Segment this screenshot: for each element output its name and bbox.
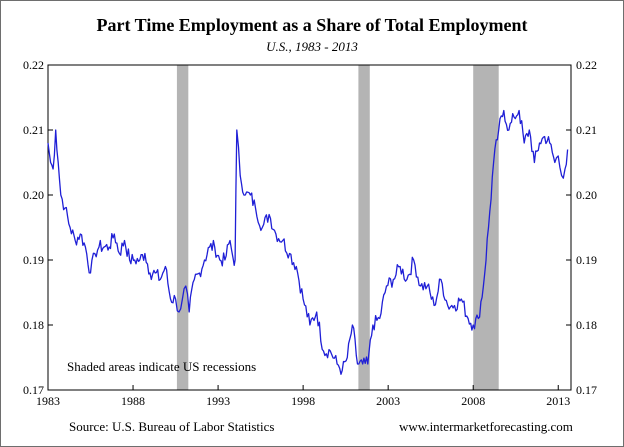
x-tick-label: 1993 [206,394,230,408]
y-tick-label-left: 0.18 [23,318,44,332]
series-line-layer [47,109,569,375]
x-tick-label: 2003 [376,394,400,408]
x-tick-label: 2013 [546,394,570,408]
chart-title: Part Time Employment as a Share of Total… [96,15,527,35]
x-tick-label: 1983 [36,394,60,408]
x-tick-label: 1998 [291,394,315,408]
recession-band-1 [176,65,189,390]
chart-subtitle: U.S., 1983 - 2013 [266,39,358,54]
y-tick-label-right: 0.21 [576,123,597,137]
x-tick-label: 2008 [461,394,485,408]
series-line-part-time-share [47,109,569,375]
recession-annotation: Shaded areas indicate US recessions [67,359,256,374]
y-tick-label-left: 0.20 [23,188,44,202]
y-tick-label-left: 0.17 [23,383,44,397]
x-tick-label: 1988 [121,394,145,408]
plot-frame [47,64,572,391]
recession-band-3 [473,65,499,390]
y-tick-label-right: 0.18 [576,318,597,332]
y-tick-label-left: 0.21 [23,123,44,137]
recession-shading [176,65,499,390]
recession-band-2 [358,65,370,390]
credit-note: www.intermarketforecasting.com [399,419,573,434]
y-tick-label-right: 0.20 [576,188,597,202]
y-tick-label-right: 0.19 [576,253,597,267]
y-tick-label-right: 0.17 [576,383,597,397]
y-tick-label-left: 0.19 [23,253,44,267]
axis-ticks: 0.17 0.17 0.18 0.18 0.19 0.19 0.20 0.20 0.21 0.21… [23,58,597,408]
y-tick-label-left: 0.22 [23,58,44,72]
y-tick-label-right: 0.22 [576,58,597,72]
source-note: Source: U.S. Bureau of Labor Statistics [69,419,274,434]
